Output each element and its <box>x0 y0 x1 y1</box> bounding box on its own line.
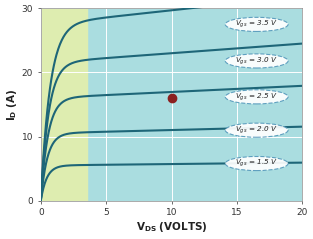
Y-axis label: $\bf{I_D}$ $\bf{(A)}$: $\bf{I_D}$ $\bf{(A)}$ <box>5 88 19 121</box>
Text: $V_{gs}$ = 2.0 V: $V_{gs}$ = 2.0 V <box>235 125 278 136</box>
Ellipse shape <box>225 54 288 68</box>
X-axis label: $\bf{V_{DS}}$ $\bf{(VOLTS)}$: $\bf{V_{DS}}$ $\bf{(VOLTS)}$ <box>136 220 208 234</box>
Bar <box>41 8 87 201</box>
Text: $V_{gs}$ = 3.0 V: $V_{gs}$ = 3.0 V <box>235 55 278 67</box>
Ellipse shape <box>225 123 288 137</box>
Text: $V_{gs}$ = 2.5 V: $V_{gs}$ = 2.5 V <box>235 91 278 103</box>
Text: $V_{gs}$ = 1.5 V: $V_{gs}$ = 1.5 V <box>235 158 278 169</box>
Ellipse shape <box>225 17 288 32</box>
Text: $V_{gs}$ = 3.5 V: $V_{gs}$ = 3.5 V <box>235 19 278 30</box>
Ellipse shape <box>225 90 288 104</box>
Ellipse shape <box>225 157 288 171</box>
